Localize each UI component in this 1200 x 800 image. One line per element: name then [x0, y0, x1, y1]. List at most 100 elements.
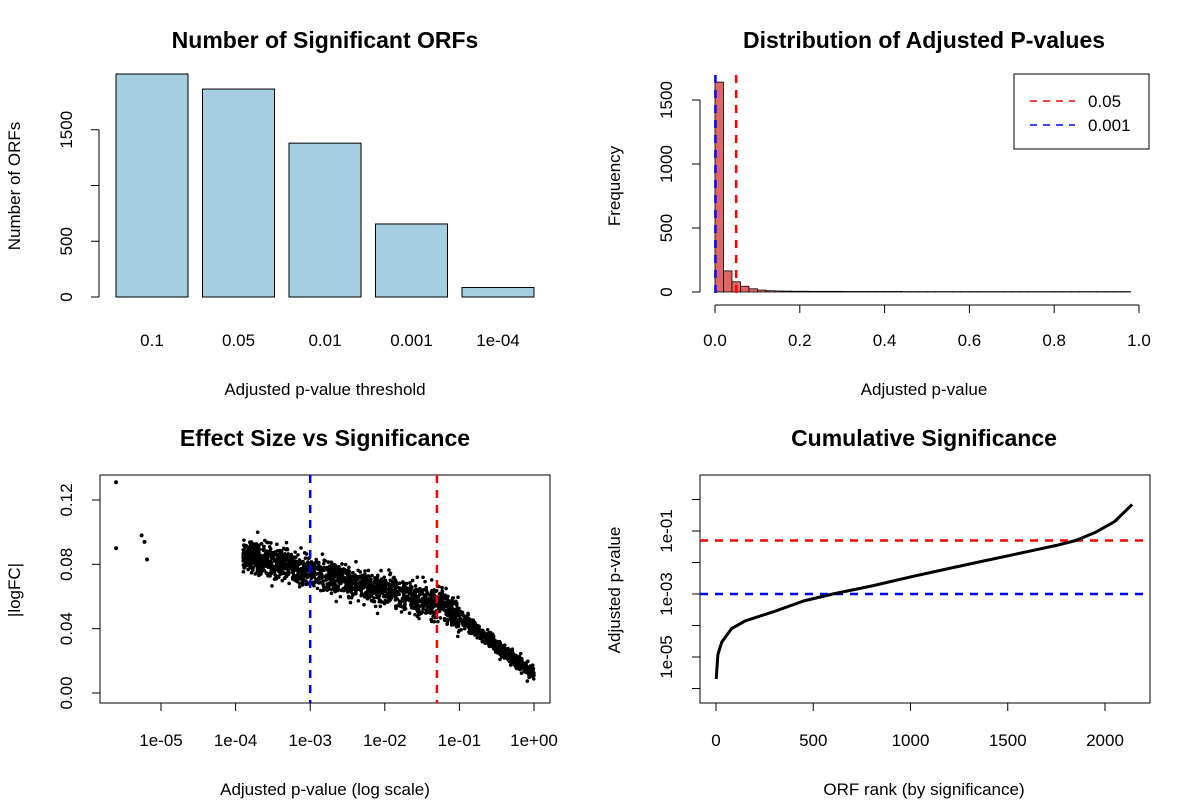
x-tick-label: 0.8	[1042, 331, 1066, 350]
data-point	[447, 611, 452, 615]
data-point	[373, 584, 378, 589]
data-point	[278, 572, 282, 576]
data-point	[314, 572, 319, 576]
data-point	[466, 611, 470, 616]
data-point	[302, 551, 307, 555]
hist-bar	[748, 288, 758, 293]
data-point	[462, 626, 467, 631]
panel1-category-labels: 0.1 0.05 0.01 0.001 1e-04	[140, 331, 520, 350]
data-point	[519, 671, 524, 675]
data-point	[440, 590, 445, 594]
data-point	[416, 594, 420, 599]
data-point	[291, 563, 296, 567]
data-point	[318, 588, 323, 593]
data-point	[347, 565, 351, 570]
data-point	[445, 622, 449, 626]
data-point	[420, 596, 425, 601]
panel4-title: Cumulative Significance	[791, 425, 1057, 451]
data-point	[418, 586, 422, 591]
data-point	[332, 562, 337, 567]
data-point	[278, 551, 282, 556]
data-point	[257, 573, 261, 578]
hist-bar	[824, 290, 835, 293]
data-point	[441, 599, 445, 604]
data-point	[327, 581, 332, 585]
data-point	[524, 661, 528, 665]
category-label: 0.01	[308, 331, 341, 350]
data-point	[261, 557, 266, 561]
hist-bar	[833, 290, 843, 293]
bar-1e-04	[461, 287, 535, 298]
hist-bar	[867, 291, 877, 293]
data-point	[451, 607, 456, 611]
data-point	[309, 560, 314, 564]
panel2-legend: 0.05 0.001	[1013, 73, 1150, 150]
data-point	[334, 599, 338, 604]
y-tick-label: 0	[57, 292, 76, 301]
y-tick-label: 0.00	[57, 676, 76, 709]
data-point	[375, 611, 380, 616]
data-point	[530, 663, 535, 667]
data-point	[392, 575, 396, 580]
data-point	[282, 566, 287, 570]
data-point	[353, 588, 358, 592]
data-point	[471, 625, 475, 630]
data-point	[502, 649, 506, 654]
cumulative-curve	[714, 503, 1134, 680]
data-point	[384, 594, 388, 599]
hist-bar	[765, 290, 775, 293]
data-point	[265, 540, 269, 545]
data-point	[300, 566, 304, 571]
data-point	[401, 598, 406, 602]
data-point	[274, 561, 279, 566]
data-point	[436, 619, 440, 624]
data-point	[254, 563, 259, 568]
y-tick-label: 500	[57, 227, 76, 255]
data-point	[377, 599, 382, 604]
data-point	[477, 632, 482, 637]
panel3-threshold-lines	[308, 475, 439, 703]
data-point	[321, 567, 326, 571]
data-point	[342, 575, 347, 580]
data-point	[282, 546, 286, 551]
panel4-axes: 0 500 1000 1500 2000 1e-05 1e-03 1e-01	[657, 499, 1124, 750]
data-point	[328, 569, 332, 574]
data-point	[329, 561, 334, 566]
data-point	[303, 556, 308, 561]
data-point	[279, 549, 284, 553]
data-point	[284, 554, 289, 558]
data-point	[401, 581, 406, 585]
data-point	[244, 560, 249, 564]
data-point	[356, 599, 361, 603]
data-point	[262, 568, 267, 573]
data-point	[248, 544, 253, 549]
data-point	[515, 656, 520, 660]
data-point	[452, 615, 457, 620]
data-point	[455, 601, 459, 606]
x-tick-label: 1.0	[1127, 331, 1151, 350]
data-point	[253, 572, 258, 576]
data-point	[268, 551, 272, 555]
data-point	[373, 604, 378, 609]
data-point	[335, 572, 340, 576]
data-point	[301, 561, 306, 566]
data-point	[287, 581, 291, 586]
data-point	[264, 560, 268, 564]
data-point	[444, 603, 449, 608]
data-point	[255, 569, 260, 574]
data-point	[256, 551, 261, 555]
data-point	[285, 547, 289, 551]
data-point	[404, 581, 409, 586]
data-point	[429, 606, 433, 611]
data-point	[345, 569, 349, 573]
data-point	[301, 569, 306, 574]
y-tick-label: 1000	[657, 145, 676, 183]
data-point	[316, 560, 321, 565]
data-point	[372, 596, 376, 600]
data-point	[311, 580, 316, 584]
data-point	[438, 616, 443, 620]
data-point	[454, 620, 459, 625]
data-point	[516, 659, 520, 664]
data-point	[276, 565, 280, 570]
hist-bar	[757, 289, 767, 293]
